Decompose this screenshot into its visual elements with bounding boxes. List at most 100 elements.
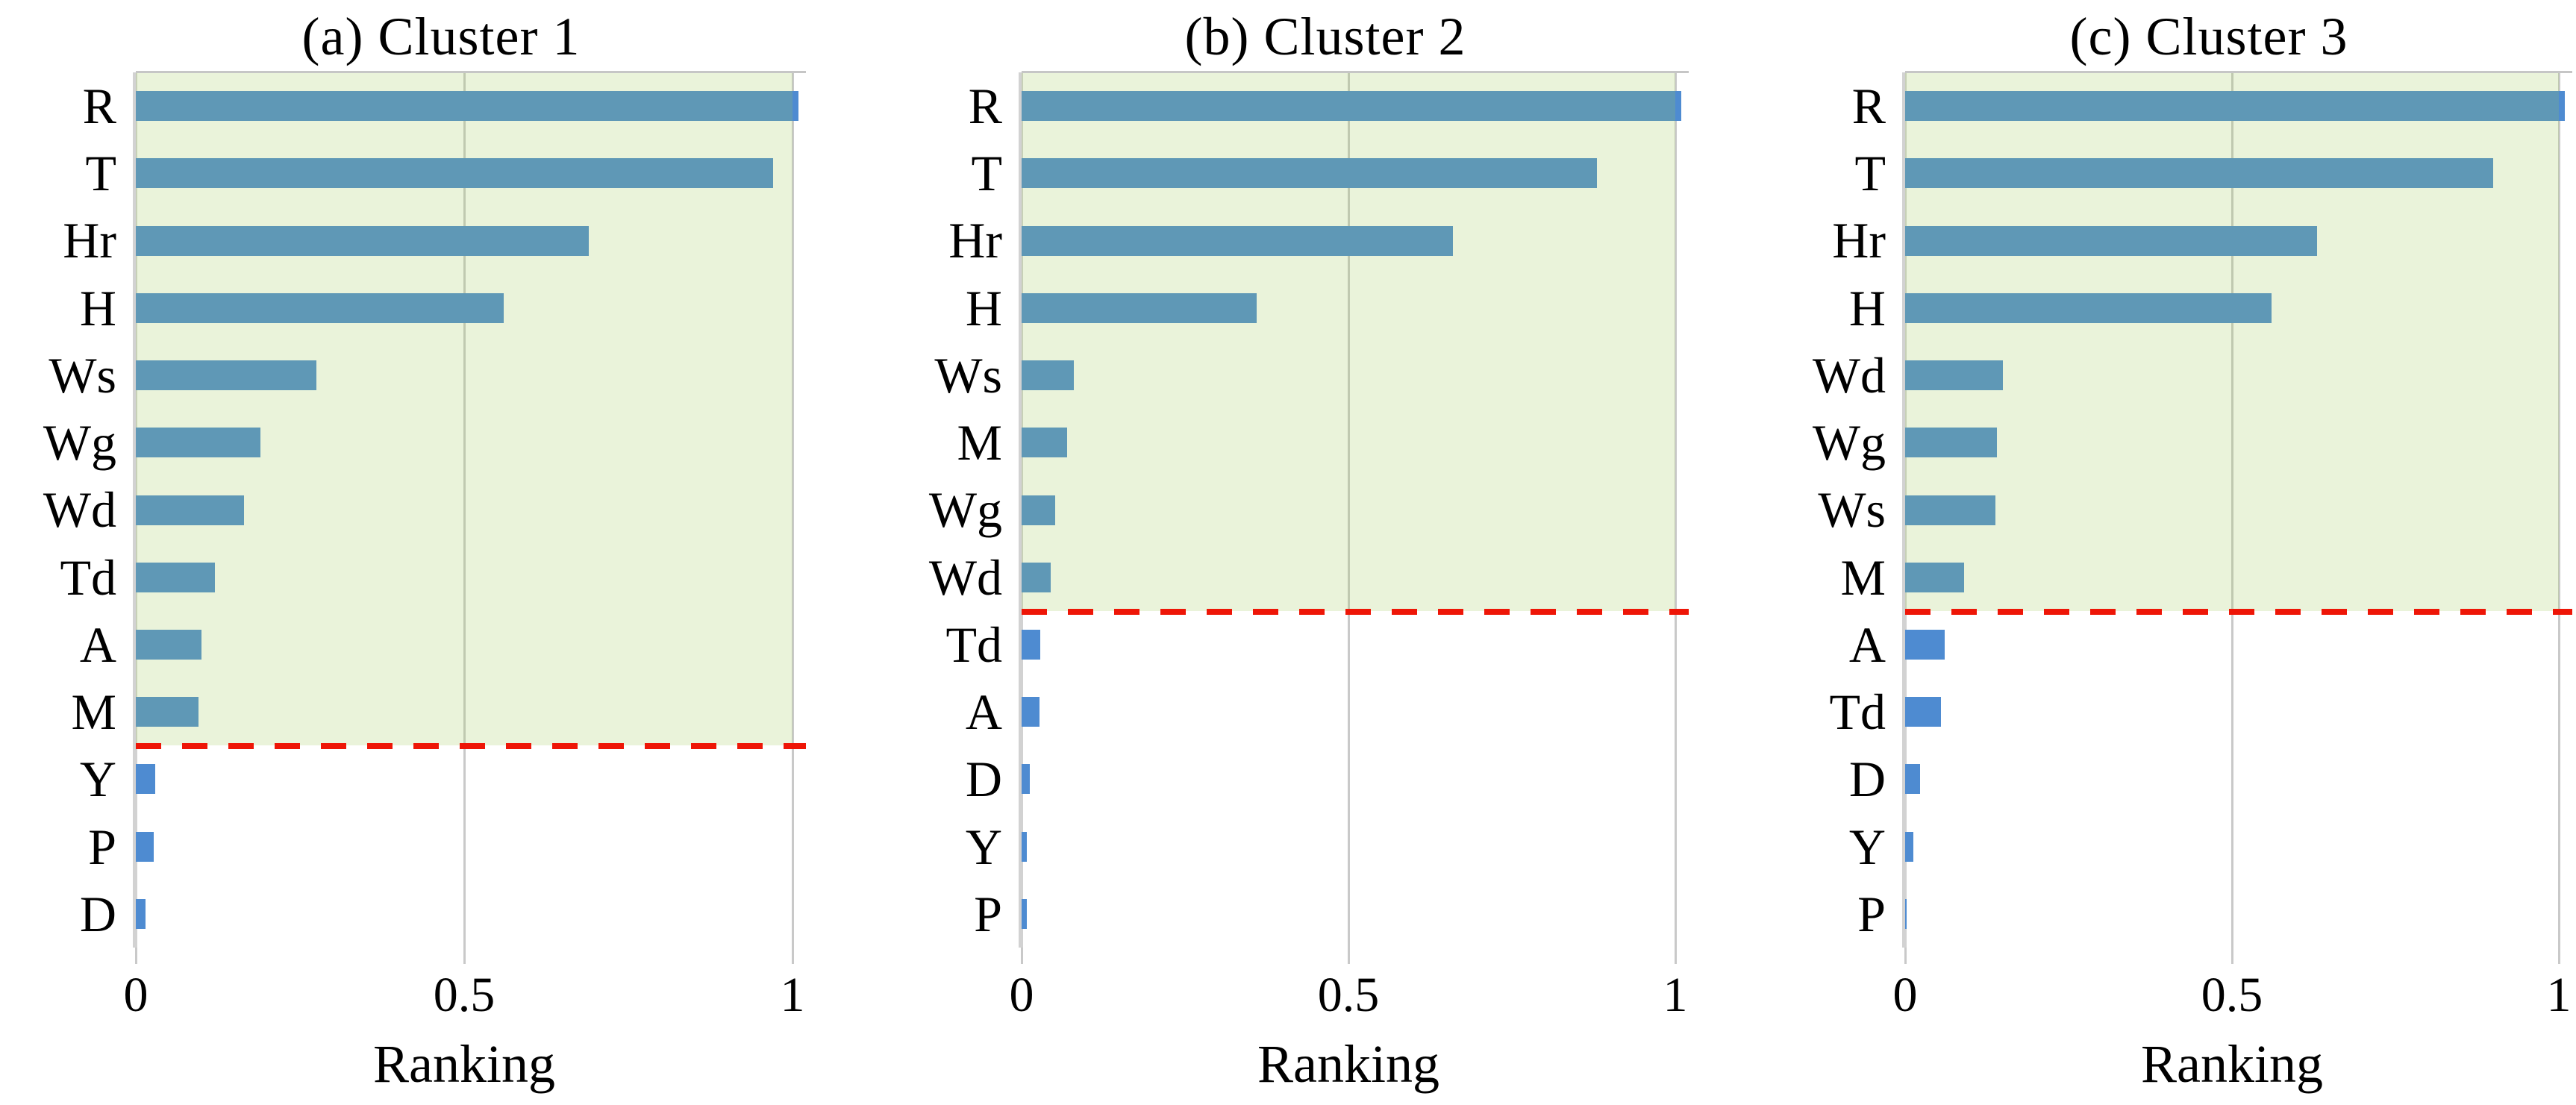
grid-line-x0.5 <box>1348 72 1350 948</box>
y-axis-label-M: M <box>957 414 1002 471</box>
x-tick-mark <box>1675 948 1677 964</box>
x-tick-mark <box>1348 948 1350 964</box>
chart-title: (b) Cluster 2 <box>1184 7 1466 66</box>
y-axis-label-Wg: Wg <box>1812 414 1886 471</box>
ranking-bar-R <box>1022 91 1681 121</box>
plot-top-border <box>1022 71 1689 73</box>
ranking-bar-T <box>1905 158 2493 188</box>
ranking-bar-H <box>1905 293 2272 323</box>
grid-line-x0.5 <box>463 72 466 948</box>
ranking-bar-A <box>1022 697 1040 727</box>
y-axis-label-R: R <box>968 78 1002 134</box>
x-tick-mark <box>2231 948 2233 964</box>
ranking-bar-Ws <box>136 360 316 390</box>
ranking-bar-T <box>1022 158 1597 188</box>
y-axis-label-Hr: Hr <box>948 212 1002 269</box>
x-tick-label-0.5: 0.5 <box>433 968 495 1022</box>
y-axis-label-H: H <box>79 280 116 336</box>
x-tick-mark <box>1904 948 1907 964</box>
green-shaded-region <box>136 72 793 745</box>
threshold-dashed-line <box>1022 609 1689 615</box>
y-axis-label-D: D <box>79 886 116 942</box>
ranking-bar-Td <box>1022 630 1040 660</box>
y-axis-label-T: T <box>1854 145 1886 201</box>
ranking-bar-Td <box>1905 697 1941 727</box>
ranking-bar-Wd <box>1022 563 1051 592</box>
y-axis-label-R: R <box>1851 78 1886 134</box>
ranking-bar-D <box>136 899 146 929</box>
y-axis-label-R: R <box>82 78 116 134</box>
y-axis-label-Wd: Wd <box>43 481 116 538</box>
y-axis-label-Ws: Ws <box>49 347 116 404</box>
y-axis-label-D: D <box>965 751 1002 807</box>
y-axis-label-M: M <box>71 683 116 740</box>
green-shaded-region <box>1022 72 1675 611</box>
x-tick-label-0: 0 <box>1892 968 1918 1022</box>
ranking-bar-H <box>136 293 504 323</box>
grid-line-x1 <box>792 72 794 948</box>
y-axis-label-D: D <box>1848 751 1886 807</box>
ranking-bar-Wg <box>136 428 260 457</box>
ranking-bar-Ws <box>1905 495 1995 525</box>
y-axis-line <box>133 72 137 948</box>
ranking-bar-T <box>136 158 773 188</box>
y-axis-label-P: P <box>974 886 1002 942</box>
y-axis-label-Wg: Wg <box>928 481 1002 538</box>
x-tick-mark <box>135 948 137 964</box>
x-axis-title: Ranking <box>373 1034 555 1094</box>
y-axis-label-T: T <box>85 145 116 201</box>
threshold-dashed-line <box>1905 609 2572 615</box>
x-tick-label-0.5: 0.5 <box>2201 968 2263 1022</box>
ranking-bar-M <box>1022 428 1067 457</box>
y-axis-label-A: A <box>1848 616 1886 673</box>
x-tick-label-1: 1 <box>2546 968 2572 1022</box>
x-tick-label-0: 0 <box>1009 968 1034 1022</box>
ranking-bar-A <box>1905 630 1945 660</box>
x-tick-mark <box>463 948 466 964</box>
ranking-bar-H <box>1022 293 1257 323</box>
ranking-bar-D <box>1905 764 1920 794</box>
x-tick-label-0.5: 0.5 <box>1317 968 1380 1022</box>
green-shaded-region <box>1905 72 2559 611</box>
x-tick-label-1: 1 <box>1663 968 1688 1022</box>
y-axis-label-Y: Y <box>79 751 116 807</box>
plot-area <box>1902 71 2572 964</box>
ranking-bar-M <box>1905 563 1964 592</box>
y-axis-label-P: P <box>1857 886 1886 942</box>
plot-top-border <box>136 71 806 73</box>
ranking-bar-P <box>1905 899 1907 929</box>
y-axis-label-Td: Td <box>60 549 116 606</box>
x-tick-label-0: 0 <box>123 968 149 1022</box>
x-tick-mark <box>792 948 794 964</box>
grid-line-x0.5 <box>2231 72 2233 948</box>
ranking-bar-Wg <box>1905 428 1997 457</box>
y-axis-label-Wg: Wg <box>43 414 116 471</box>
ranking-bar-Y <box>1022 832 1027 862</box>
x-tick-mark <box>1021 948 1023 964</box>
y-axis-label-Td: Td <box>1829 683 1886 740</box>
ranking-bar-P <box>136 832 154 862</box>
y-axis-label-H: H <box>1848 280 1886 336</box>
y-axis-label-Y: Y <box>965 818 1002 875</box>
y-axis-label-Ws: Ws <box>934 347 1002 404</box>
ranking-bar-Wd <box>1905 360 2003 390</box>
y-axis-label-A: A <box>965 683 1002 740</box>
ranking-bar-Wg <box>1022 495 1055 525</box>
ranking-bar-Hr <box>1022 226 1453 256</box>
ranking-bar-R <box>136 91 798 121</box>
chart-title: (c) Cluster 3 <box>2069 7 2348 66</box>
ranking-bar-D <box>1022 764 1030 794</box>
y-axis-label-Wd: Wd <box>928 549 1002 606</box>
ranking-bar-Y <box>136 764 155 794</box>
ranking-bar-Y <box>1905 832 1913 862</box>
x-tick-mark <box>2558 948 2560 964</box>
grid-line-x1 <box>2558 72 2560 948</box>
ranking-bar-R <box>1905 91 2565 121</box>
ranking-bar-Hr <box>1905 226 2317 256</box>
y-axis-line <box>1019 72 1023 948</box>
y-axis-label-A: A <box>79 616 116 673</box>
y-axis-label-Wd: Wd <box>1812 347 1886 404</box>
plot-area <box>133 71 806 964</box>
